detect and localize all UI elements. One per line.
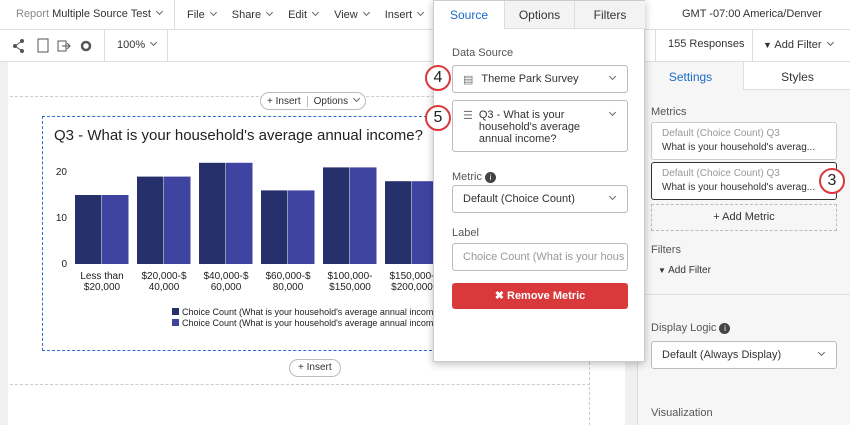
bar	[323, 167, 350, 264]
bar	[288, 190, 315, 264]
x-tick-label: $20,000-$	[141, 271, 186, 282]
chart-title: Q3 - What is your household's average an…	[54, 127, 423, 144]
legend-label: Choice Count (What is your household's a…	[182, 307, 442, 317]
menu[interactable]: File	[187, 8, 217, 21]
chart: Q3 - What is your household's average an…	[54, 127, 442, 328]
field-label: Metric i	[452, 171, 497, 183]
bar	[261, 190, 288, 264]
settings-panel: Settings Styles Metrics Default (Choice …	[637, 62, 850, 425]
tab[interactable]: Styles	[743, 62, 850, 90]
metric-popup: Source Options Filters Data Source ▤ Them…	[433, 0, 645, 362]
insert-button[interactable]: + Insert	[289, 359, 341, 377]
callout: 5	[425, 105, 451, 131]
tool-icons[interactable]	[10, 38, 100, 54]
bar	[226, 162, 253, 264]
report-label: Report Multiple Source Test	[16, 7, 163, 20]
bar	[350, 167, 377, 264]
bar	[137, 176, 164, 264]
x-tick-label: $40,000-$	[203, 271, 248, 282]
label-input[interactable]: Choice Count (What is your hous	[452, 243, 628, 271]
x-tick-label: $200,000	[391, 282, 433, 293]
metric-item[interactable]: Default (Choice Count) Q3 What is your ho…	[651, 122, 837, 160]
y-tick-label: 0	[61, 259, 67, 270]
options-button[interactable]: Options	[308, 94, 365, 107]
report-prefix: Report	[16, 8, 50, 20]
divider	[167, 30, 168, 62]
section-label: Visualization	[651, 407, 713, 419]
data-source-select[interactable]: ▤ Theme Park Survey	[452, 65, 628, 93]
insert-options: + Insert Options	[260, 92, 367, 110]
bar	[102, 195, 129, 264]
field-label: Data Source	[452, 47, 514, 59]
legend-swatch	[172, 308, 179, 315]
metric-item[interactable]: Default (Choice Count) Q3 What is your ho…	[651, 162, 837, 200]
add-metric[interactable]: + Add Metric	[651, 204, 837, 231]
x-tick-label: $150,000-	[389, 271, 434, 282]
metric-select[interactable]: Default (Choice Count)	[452, 185, 628, 213]
top-bar: Report Multiple Source Test File Share E…	[0, 0, 850, 30]
question-select[interactable]: ☰ Q3 - What is your household's average a…	[452, 100, 628, 152]
x-tick-label: $100,000-	[327, 271, 372, 282]
field-label: Label	[452, 227, 479, 239]
callout: 3	[819, 168, 845, 194]
bar	[385, 181, 412, 264]
x-tick-label: 40,000	[149, 282, 180, 293]
tab[interactable]: Source	[449, 8, 489, 22]
legend-swatch	[172, 319, 179, 326]
x-tick-label: 80,000	[273, 282, 304, 293]
tab[interactable]: Options	[504, 1, 574, 29]
x-tick-label: Less than	[80, 271, 123, 282]
menu[interactable]: Share	[232, 8, 274, 21]
tab[interactable]: Filters	[574, 1, 645, 29]
responses: 155 Responses	[655, 30, 756, 62]
tab[interactable]: Settings	[638, 62, 743, 90]
menu[interactable]: Insert	[385, 8, 425, 21]
x-tick-label: $20,000	[84, 282, 121, 293]
x-tick-label: $60,000-$	[265, 271, 310, 282]
report-name[interactable]: Multiple Source Test	[52, 8, 151, 20]
divider	[638, 294, 850, 295]
margin-line	[10, 384, 590, 385]
menu-bar: File Share Edit View Insert	[174, 0, 425, 30]
add-filter[interactable]: ▼ Add Filter	[658, 265, 711, 276]
bar	[164, 176, 191, 264]
bar	[75, 195, 102, 264]
section-label: Display Logic i	[651, 322, 731, 334]
y-tick-label: 20	[56, 167, 68, 178]
timezone: GMT -07:00 America/Denver	[682, 8, 822, 20]
menu[interactable]: View	[334, 8, 370, 21]
section-label: Filters	[651, 244, 681, 256]
x-tick-label: 60,000	[211, 282, 242, 293]
display-logic-select[interactable]: Default (Always Display)	[651, 341, 837, 369]
legend-label: Choice Count (What is your household's a…	[182, 318, 442, 328]
insert-button[interactable]: + Insert	[261, 95, 308, 107]
x-tick-label: $150,000	[329, 282, 371, 293]
menu[interactable]: Edit	[288, 8, 320, 21]
callout: 4	[425, 65, 451, 91]
section-label: Metrics	[651, 106, 687, 118]
bar	[199, 162, 226, 264]
y-tick-label: 10	[56, 213, 68, 224]
zoom[interactable]: 100%	[104, 30, 168, 62]
sub-bar: 100% 155 Responses ▼ Add Filter	[0, 30, 850, 62]
add-filter[interactable]: ▼ Add Filter	[752, 30, 843, 62]
remove-metric-button[interactable]: ✖ Remove Metric	[452, 283, 628, 309]
